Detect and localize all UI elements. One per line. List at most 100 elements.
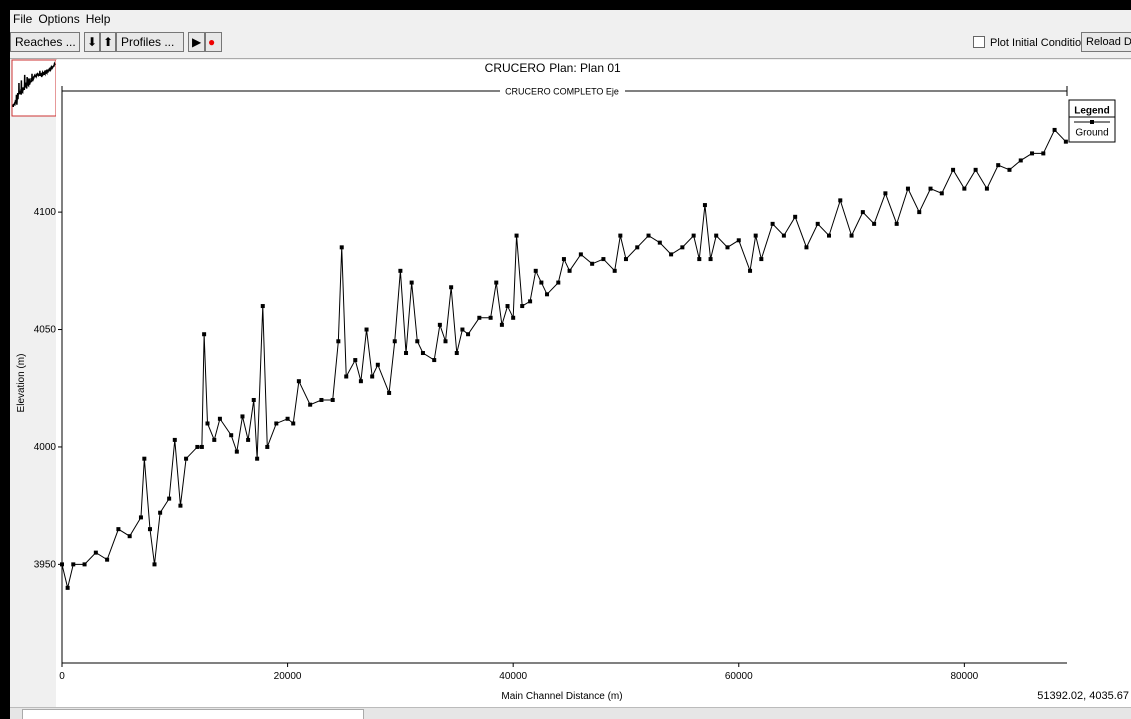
plot-background bbox=[56, 60, 1131, 707]
data-point bbox=[635, 245, 640, 250]
data-point bbox=[116, 527, 121, 532]
data-point bbox=[138, 515, 143, 520]
data-point bbox=[748, 268, 753, 273]
data-point bbox=[251, 397, 256, 402]
data-point bbox=[265, 444, 270, 449]
data-point bbox=[454, 351, 459, 356]
reach-label-bg bbox=[500, 85, 625, 97]
data-point bbox=[449, 285, 454, 290]
data-point bbox=[1063, 139, 1068, 144]
data-point bbox=[65, 585, 70, 590]
data-point bbox=[308, 402, 313, 407]
data-point bbox=[184, 456, 189, 461]
x-tick-label: 20000 bbox=[274, 671, 302, 682]
data-point bbox=[567, 268, 572, 273]
legend-title: Legend bbox=[1074, 106, 1110, 117]
data-point bbox=[71, 562, 76, 567]
data-point bbox=[398, 268, 403, 273]
data-point bbox=[725, 245, 730, 250]
data-point bbox=[1030, 151, 1035, 156]
data-point bbox=[127, 534, 132, 539]
data-point bbox=[1052, 127, 1057, 132]
menu-item[interactable]: File bbox=[13, 12, 33, 26]
data-point bbox=[793, 214, 798, 219]
down-button[interactable]: ⬇ bbox=[84, 32, 100, 52]
data-point bbox=[330, 397, 335, 402]
y-tick-label: 4000 bbox=[34, 442, 57, 453]
checkbox[interactable] bbox=[973, 36, 985, 48]
data-point bbox=[60, 562, 64, 567]
data-point bbox=[234, 449, 239, 454]
data-point bbox=[229, 433, 234, 438]
data-point bbox=[178, 503, 183, 508]
plot-initial-conditions[interactable]: Plot Initial Conditions bbox=[973, 36, 1093, 49]
data-point bbox=[158, 510, 163, 515]
data-point bbox=[364, 327, 369, 332]
x-axis-label: Main Channel Distance (m) bbox=[501, 691, 622, 702]
data-point bbox=[93, 550, 98, 555]
profiles-button[interactable]: Profiles ... bbox=[116, 32, 184, 52]
data-point bbox=[939, 191, 944, 196]
data-point bbox=[255, 456, 260, 461]
data-point bbox=[917, 210, 922, 215]
data-point bbox=[494, 280, 499, 285]
scroll-thumb[interactable] bbox=[22, 709, 364, 719]
chart-title: CRUCERO bbox=[485, 61, 546, 75]
data-point bbox=[514, 233, 519, 238]
toolbar: Reaches ... ⬇ ⬆ Profiles ... ▶ ● Plot In… bbox=[10, 28, 1131, 59]
legend-marker bbox=[1090, 120, 1094, 124]
data-point bbox=[561, 257, 566, 262]
checkbox-label: Plot Initial Conditions bbox=[990, 37, 1093, 49]
chart-subtitle: Plan: Plan 01 bbox=[549, 61, 621, 75]
data-point bbox=[781, 233, 786, 238]
data-point bbox=[623, 257, 628, 262]
menu-item[interactable]: Help bbox=[85, 12, 111, 26]
data-point bbox=[984, 186, 989, 191]
data-point bbox=[646, 233, 651, 238]
data-point bbox=[708, 257, 713, 262]
data-point bbox=[387, 390, 392, 395]
data-point bbox=[680, 245, 685, 250]
data-point bbox=[358, 379, 363, 384]
data-point bbox=[691, 233, 696, 238]
reaches-button[interactable]: Reaches ... bbox=[10, 32, 80, 52]
data-point bbox=[217, 416, 222, 421]
data-point bbox=[736, 238, 741, 243]
data-point bbox=[702, 203, 707, 208]
play-button[interactable]: ▶ bbox=[188, 32, 205, 52]
y-tick-label: 4050 bbox=[34, 325, 57, 336]
data-point bbox=[962, 186, 967, 191]
data-point bbox=[804, 245, 809, 250]
data-point bbox=[375, 362, 380, 367]
data-point bbox=[82, 562, 87, 567]
data-point bbox=[477, 315, 482, 320]
y-axis-label: Elevation (m) bbox=[16, 354, 27, 413]
overview-line bbox=[12, 61, 56, 107]
data-point bbox=[246, 437, 251, 442]
data-point bbox=[669, 252, 674, 257]
cursor-coordinates: 51392.02, 4035.67 bbox=[1037, 690, 1129, 702]
data-point bbox=[296, 379, 301, 384]
data-point bbox=[336, 339, 341, 344]
data-point bbox=[520, 304, 525, 309]
data-point bbox=[392, 339, 397, 344]
scrollbar[interactable] bbox=[10, 707, 1131, 719]
data-point bbox=[409, 280, 414, 285]
data-point bbox=[488, 315, 493, 320]
reach-label: CRUCERO COMPLETO Eje bbox=[505, 86, 619, 96]
data-point bbox=[612, 268, 617, 273]
data-point bbox=[432, 358, 437, 363]
data-point bbox=[1041, 151, 1046, 156]
up-button[interactable]: ⬆ bbox=[100, 32, 116, 52]
data-point bbox=[928, 186, 933, 191]
data-point bbox=[499, 322, 504, 327]
data-point bbox=[105, 557, 110, 562]
data-point bbox=[905, 186, 910, 191]
record-button[interactable]: ● bbox=[205, 32, 222, 52]
data-point bbox=[714, 233, 719, 238]
reload-button[interactable]: Reload Dat bbox=[1081, 32, 1131, 52]
data-point bbox=[291, 421, 296, 426]
x-tick-label: 0 bbox=[59, 671, 65, 682]
menu-item[interactable]: Options bbox=[38, 12, 80, 26]
data-point bbox=[697, 257, 702, 262]
